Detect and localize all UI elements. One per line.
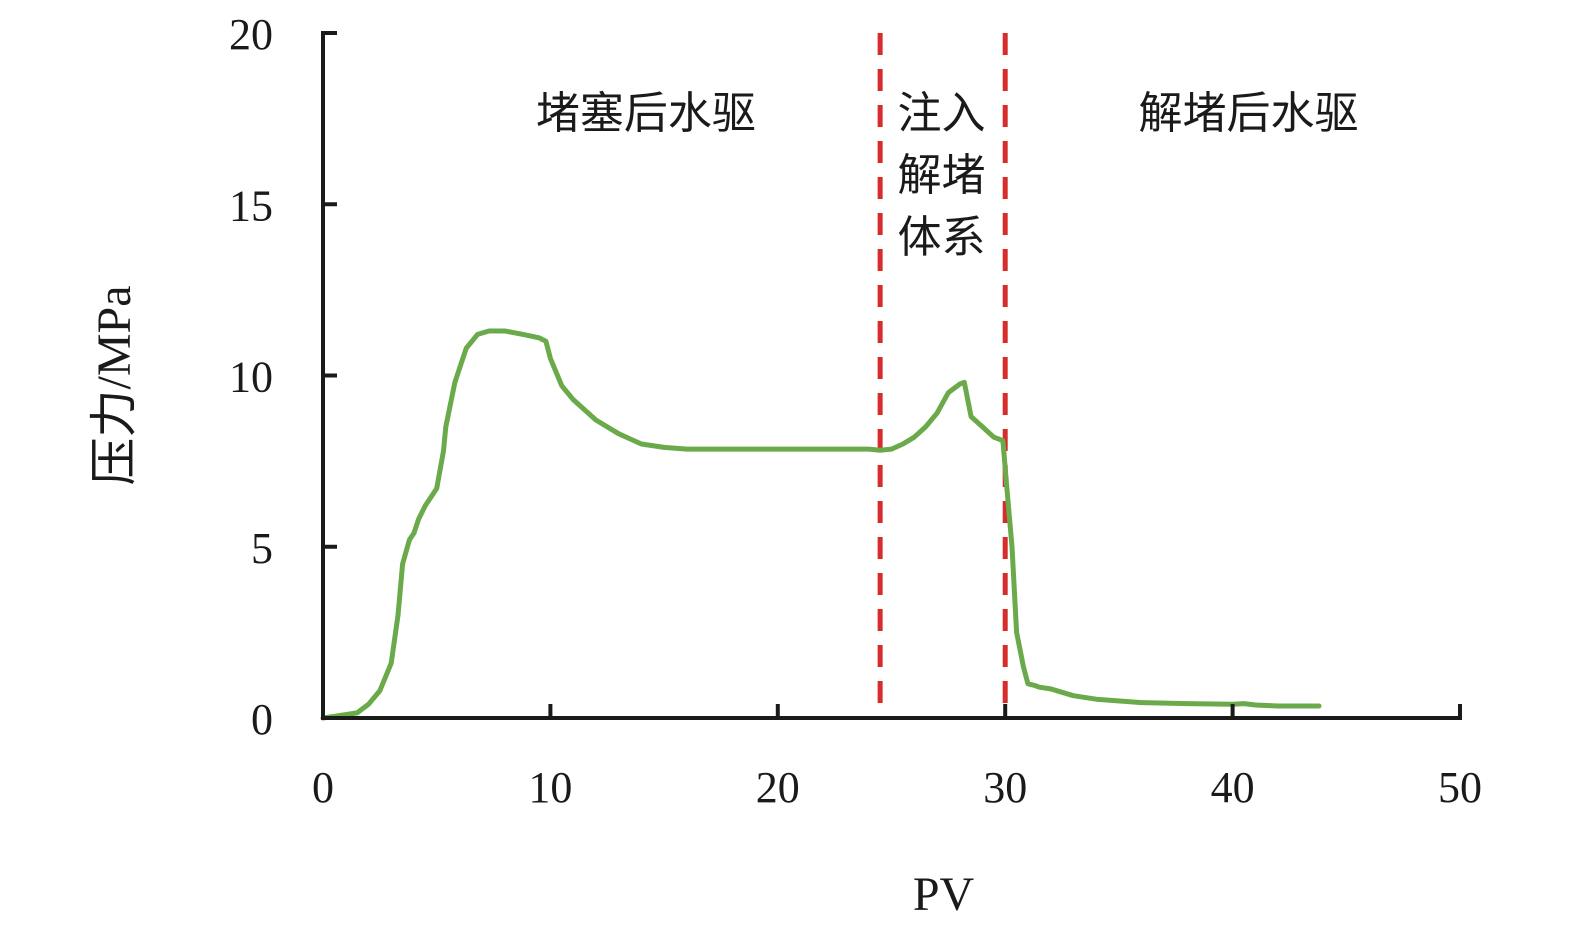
y-tick-label: 15	[229, 181, 273, 230]
x-tick-label: 30	[983, 763, 1027, 812]
region-label-line: 解堵	[898, 150, 986, 201]
region-label-line: 解堵后水驱	[1139, 88, 1359, 139]
region-label-1: 堵塞后水驱	[536, 88, 756, 139]
region-label-3: 解堵后水驱	[1139, 88, 1359, 139]
plot-area	[320, 33, 1322, 721]
region-label-line: 体系	[898, 212, 986, 263]
x-tick-label: 40	[1211, 763, 1255, 812]
region-label-line: 堵塞后水驱	[536, 88, 756, 139]
tick-labels: 0 5 10 15 20 0 10 20 30 40 50	[229, 10, 1482, 812]
pressure-line-series-1	[320, 328, 1322, 721]
y-tick-label: 20	[229, 10, 273, 59]
y-axis-title: 压力/MPa	[88, 285, 141, 485]
y-tick-label: 0	[251, 695, 273, 744]
x-tick-label: 10	[528, 763, 572, 812]
region-label-line: 注入	[898, 88, 986, 139]
y-tick-label: 5	[251, 524, 273, 573]
x-tick-label: 0	[312, 763, 334, 812]
x-tick-label: 50	[1438, 763, 1482, 812]
x-tick-label: 20	[756, 763, 800, 812]
axes	[321, 31, 1462, 720]
y-tick-label: 10	[229, 353, 273, 402]
x-axis-title: PV	[913, 868, 975, 921]
